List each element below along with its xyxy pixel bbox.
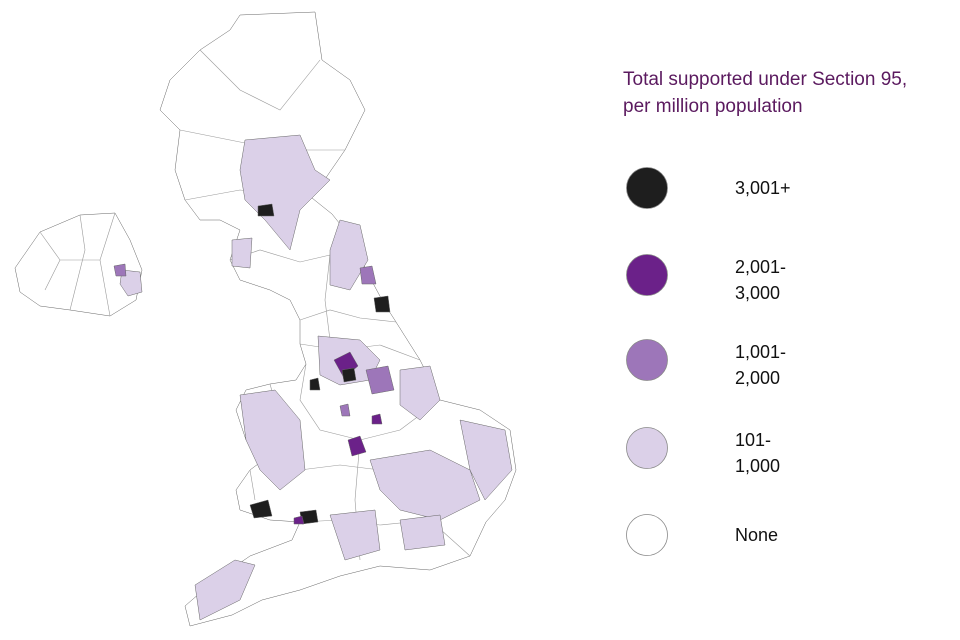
legend-label: 101-1,000 (735, 430, 781, 476)
legend-item: 2,001-3,000 (626, 254, 926, 314)
legend-item: None (626, 514, 926, 574)
map (14, 11, 517, 627)
legend-swatch (626, 167, 668, 209)
legend-item: 101-1,000 (626, 427, 926, 487)
legend-swatch (626, 514, 668, 556)
swatch-circle (626, 167, 668, 209)
legend-swatch (626, 427, 668, 469)
northern-ireland (14, 212, 143, 317)
legend-swatch (626, 339, 668, 381)
legend-item: 1,001-2,000 (626, 339, 926, 399)
swatch-circle (626, 339, 668, 381)
swatch-circle (626, 254, 668, 296)
swatch-circle (626, 427, 668, 469)
legend-item: 3,001+ (626, 167, 926, 227)
legend-label: None (735, 525, 779, 545)
legend-label: 1,001-2,000 (735, 342, 787, 388)
great-britain (159, 11, 517, 627)
swatch-circle (626, 514, 668, 556)
legend-title: Total supported under Section 95, per mi… (623, 69, 908, 117)
legend-swatch (626, 254, 668, 296)
legend-label: 2,001-3,000 (735, 257, 787, 303)
legend-label: 3,001+ (735, 178, 791, 198)
